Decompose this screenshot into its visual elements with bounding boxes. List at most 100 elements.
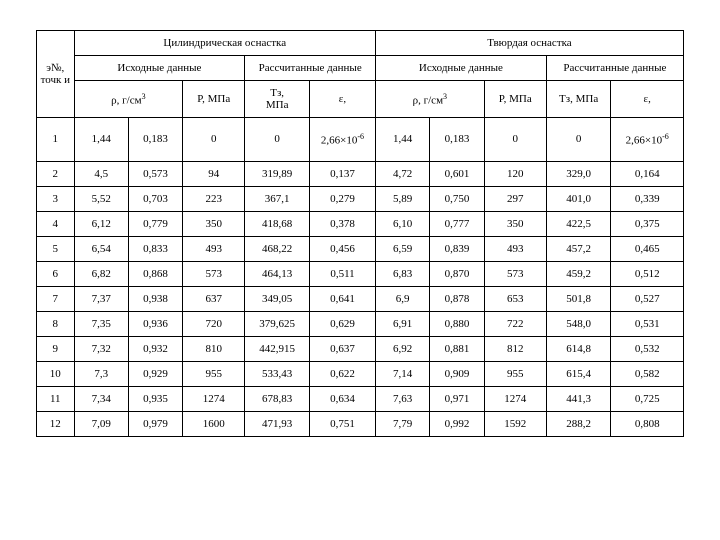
cell: 6,10 (375, 211, 429, 236)
cell: 329,0 (546, 161, 611, 186)
cell: 0,935 (128, 386, 182, 411)
data-table: э№, точк и Цилиндрическая оснастка Твюрд… (36, 30, 684, 437)
cell: 6,12 (74, 211, 128, 236)
cell: 2 (37, 161, 75, 186)
cell: 349,05 (245, 286, 310, 311)
cell: 1 (37, 118, 75, 162)
table-row: 66,820,868573464,130,5116,830,870573459,… (37, 261, 684, 286)
cell: 548,0 (546, 311, 611, 336)
cell: 653 (484, 286, 546, 311)
cell: 5,52 (74, 186, 128, 211)
cell: 0,279 (310, 186, 376, 211)
cell: 0,936 (128, 311, 182, 336)
cell: 0,750 (430, 186, 484, 211)
cell: 0,456 (310, 236, 376, 261)
col-cylindrical: Цилиндрическая оснастка (74, 31, 375, 56)
cell: 0,779 (128, 211, 182, 236)
cell: 7,34 (74, 386, 128, 411)
cell: 0,601 (430, 161, 484, 186)
cell: 350 (484, 211, 546, 236)
cell: 0,703 (128, 186, 182, 211)
cell: 7,09 (74, 411, 128, 436)
cell: 0,339 (611, 186, 684, 211)
cell: 0,833 (128, 236, 182, 261)
cell: 0,511 (310, 261, 376, 286)
cell: 120 (484, 161, 546, 186)
cell: 3 (37, 186, 75, 211)
cell: 0,808 (611, 411, 684, 436)
col-cyl-source: Исходные данные (74, 56, 245, 81)
col-point-no: э№, точк и (37, 31, 75, 118)
cell: 0,378 (310, 211, 376, 236)
cell: 0 (546, 118, 611, 162)
cell: 533,43 (245, 361, 310, 386)
cell: 10 (37, 361, 75, 386)
cell: 441,3 (546, 386, 611, 411)
cell: 0,465 (611, 236, 684, 261)
cell: 615,4 (546, 361, 611, 386)
cell: 418,68 (245, 211, 310, 236)
cell: 0,881 (430, 336, 484, 361)
cell: 1,44 (375, 118, 429, 162)
cell: 94 (183, 161, 245, 186)
cell: 1,44 (74, 118, 128, 162)
cell: 367,1 (245, 186, 310, 211)
cell: 0,777 (430, 211, 484, 236)
cell: 2,66×10-6 (611, 118, 684, 162)
col-hard-eps: ε, (611, 81, 684, 118)
cell: 11 (37, 386, 75, 411)
cell: 7,35 (74, 311, 128, 336)
col-hard-source: Исходные данные (375, 56, 546, 81)
col-hard-calc: Рассчитанные данные (546, 56, 683, 81)
col-hard: Твюрдая оснастка (375, 31, 683, 56)
cell: 0,183 (430, 118, 484, 162)
cell: 0,531 (611, 311, 684, 336)
col-hard-tz: Tз, МПа (546, 81, 611, 118)
cell: 468,22 (245, 236, 310, 261)
cell: 459,2 (546, 261, 611, 286)
cell: 0,868 (128, 261, 182, 286)
cell: 722 (484, 311, 546, 336)
cell: 4,72 (375, 161, 429, 186)
cell: 678,83 (245, 386, 310, 411)
cell: 955 (183, 361, 245, 386)
cell: 457,2 (546, 236, 611, 261)
cell: 6,59 (375, 236, 429, 261)
cell: 4 (37, 211, 75, 236)
cell: 6,91 (375, 311, 429, 336)
table-row: 46,120,779350418,680,3786,100,777350422,… (37, 211, 684, 236)
table-row: 35,520,703223367,10,2795,890,750297401,0… (37, 186, 684, 211)
cell: 573 (183, 261, 245, 286)
cell: 288,2 (546, 411, 611, 436)
cell: 0,971 (430, 386, 484, 411)
table-row: 107,30,929955533,430,6227,140,909955615,… (37, 361, 684, 386)
cell: 350 (183, 211, 245, 236)
col-cyl-rho: ρ, г/см3 (74, 81, 183, 118)
cell: 1274 (484, 386, 546, 411)
cell: 471,93 (245, 411, 310, 436)
cell: 0,880 (430, 311, 484, 336)
cell: 0,137 (310, 161, 376, 186)
cell: 720 (183, 311, 245, 336)
cell: 7,79 (375, 411, 429, 436)
cell: 0,164 (611, 161, 684, 186)
cell: 6,9 (375, 286, 429, 311)
cell: 5 (37, 236, 75, 261)
cell: 401,0 (546, 186, 611, 211)
col-hard-rho: ρ, г/см3 (375, 81, 484, 118)
cell: 812 (484, 336, 546, 361)
cell: 1592 (484, 411, 546, 436)
cell: 810 (183, 336, 245, 361)
col-cyl-tz: Tз,МПа (245, 81, 310, 118)
table-row: 11,440,183002,66×10-61,440,183002,66×10-… (37, 118, 684, 162)
cell: 7 (37, 286, 75, 311)
cell: 0,375 (611, 211, 684, 236)
col-hard-p: P, МПа (484, 81, 546, 118)
cell: 297 (484, 186, 546, 211)
cell: 0 (245, 118, 310, 162)
cell: 442,915 (245, 336, 310, 361)
cell: 0,878 (430, 286, 484, 311)
cell: 1274 (183, 386, 245, 411)
cell: 0,634 (310, 386, 376, 411)
cell: 7,3 (74, 361, 128, 386)
